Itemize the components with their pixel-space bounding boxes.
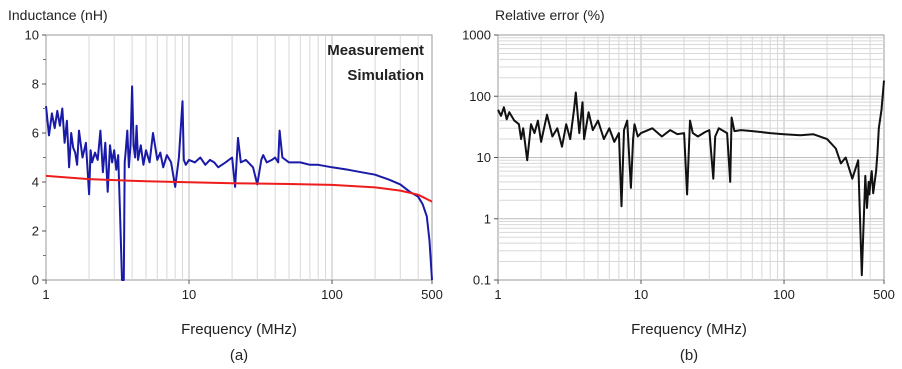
x-tick-label: 100 bbox=[773, 287, 795, 302]
panel-a-series bbox=[45, 85, 433, 281]
y-tick-label: 1 bbox=[484, 211, 491, 226]
x-tick-label: 500 bbox=[421, 287, 443, 302]
series-line-simulation bbox=[45, 174, 433, 203]
y-tick-label: 4 bbox=[32, 175, 39, 190]
panel-b-x-axis-label: Frequency (MHz) bbox=[631, 321, 747, 338]
y-tick-label: 100 bbox=[469, 89, 491, 104]
x-tick-label: 1 bbox=[494, 287, 501, 302]
panel-b-series bbox=[497, 80, 885, 277]
y-tick-label: 0 bbox=[32, 273, 39, 288]
x-tick-label: 10 bbox=[634, 287, 648, 302]
x-tick-label: 100 bbox=[321, 287, 343, 302]
legend-simulation: Simulation bbox=[347, 67, 424, 84]
y-tick-label: 10 bbox=[477, 150, 491, 165]
legend-measurement: Measurement bbox=[327, 42, 424, 59]
x-tick-label: 10 bbox=[182, 287, 196, 302]
y-tick-label: 0.1 bbox=[473, 273, 491, 288]
x-tick-label: 1 bbox=[42, 287, 49, 302]
panel-a-x-axis-label: Frequency (MHz) bbox=[181, 321, 297, 338]
panel-b-caption: (b) bbox=[680, 347, 698, 364]
panel-a-y-axis-label: Inductance (nH) bbox=[8, 7, 108, 23]
y-tick-label: 10 bbox=[25, 28, 39, 43]
panel-b-grid bbox=[498, 35, 884, 280]
panel-a-ticks: 1 10 100 500 0 2 4 6 8 10 bbox=[25, 28, 443, 303]
series-line-measurement bbox=[45, 85, 433, 281]
panel-b-y-axis-label: Relative error (%) bbox=[495, 7, 605, 23]
series-line-relative-error bbox=[497, 80, 885, 277]
y-tick-label: 6 bbox=[32, 126, 39, 141]
x-tick-label: 500 bbox=[873, 287, 895, 302]
y-tick-label: 1000 bbox=[462, 28, 491, 43]
panel-a-inductance-chart: 1 10 100 500 0 2 4 6 8 10 Inductance (nH) Frequen… bbox=[8, 7, 443, 364]
panel-a-caption: (a) bbox=[230, 347, 248, 364]
y-tick-label: 8 bbox=[32, 77, 39, 92]
y-tick-label: 2 bbox=[32, 224, 39, 239]
